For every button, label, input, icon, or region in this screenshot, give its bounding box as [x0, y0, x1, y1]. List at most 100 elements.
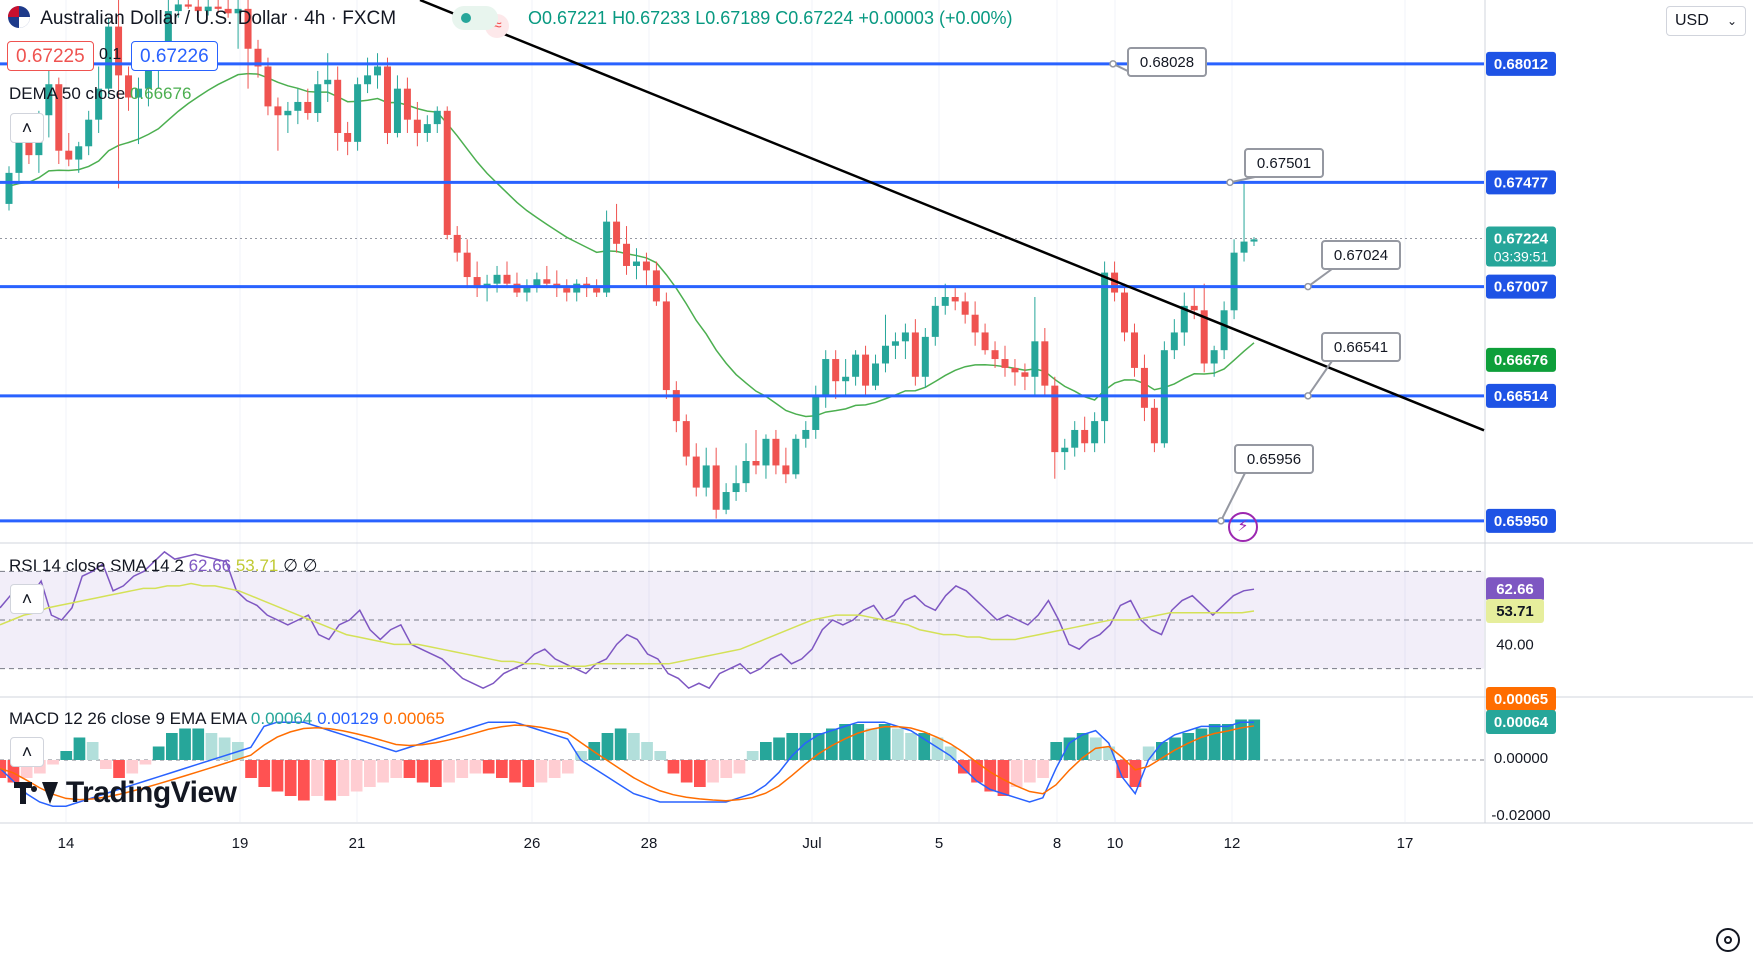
- macd-histogram-bar: [1037, 760, 1049, 778]
- tradingview-logo: TradingView: [14, 776, 237, 810]
- callout-anchor: [1109, 60, 1117, 68]
- macd-histogram-bar: [746, 751, 759, 760]
- macd-histogram-bar: [720, 760, 733, 778]
- candle-body: [55, 84, 63, 151]
- alert-flash-icon[interactable]: ⚡: [1228, 512, 1258, 542]
- status-icons[interactable]: ≈: [452, 6, 510, 38]
- macd-histogram-bar: [482, 760, 495, 774]
- time-tick-label: Jul: [802, 835, 821, 852]
- macd-histogram-bar: [1116, 760, 1129, 778]
- candle-body: [1041, 341, 1049, 386]
- candle-body: [762, 438, 770, 466]
- dema-legend[interactable]: DEMA 50 close 0.66676: [9, 84, 191, 104]
- price-axis-label: 0.67477: [1494, 174, 1548, 191]
- macd-histogram-bar: [390, 760, 403, 778]
- macd-histogram-bar: [311, 760, 323, 796]
- macd-histogram-bar: [548, 760, 561, 778]
- candle-body: [184, 4, 192, 7]
- collapse-macd-button[interactable]: ˄: [10, 737, 44, 767]
- logo-text: TradingView: [65, 776, 237, 809]
- market-status-icon[interactable]: [452, 6, 498, 30]
- candle-body: [1170, 332, 1178, 351]
- candle-body: [105, 26, 113, 89]
- dema-label: DEMA 50 close: [9, 84, 126, 103]
- collapse-main-button[interactable]: ˄: [10, 113, 44, 143]
- callout-label: 0.66541: [1334, 339, 1388, 356]
- sell-button[interactable]: 0.67225: [7, 41, 94, 71]
- macd-histogram-bar: [1235, 719, 1247, 760]
- candle-body: [802, 429, 810, 439]
- macd-histogram-bar: [139, 760, 152, 765]
- candle-body: [453, 234, 461, 253]
- candle-body: [383, 66, 391, 133]
- callout-box: [1127, 47, 1207, 77]
- macd-histogram-bar: [496, 760, 508, 778]
- macd-signal-value: 0.00065: [383, 709, 445, 728]
- candle-body: [503, 274, 511, 284]
- candle-body: [304, 101, 312, 114]
- callout-label: 0.65956: [1247, 451, 1301, 468]
- rsi-legend[interactable]: RSI 14 close SMA 14 2 62.66 53.71 ∅ ∅: [9, 556, 317, 576]
- levels-group: [0, 62, 1484, 523]
- candle-body: [85, 119, 93, 147]
- candle-body: [1240, 241, 1248, 253]
- macd-histogram-bar: [760, 742, 772, 760]
- symbol-header[interactable]: Australian Dollar / U.S. Dollar · 4h · F…: [8, 6, 396, 30]
- macd-histogram-bar: [707, 760, 719, 783]
- chevron-up-icon: ˄: [21, 589, 33, 609]
- macd-histogram-bar: [1063, 737, 1076, 760]
- time-tick-label: 19: [232, 835, 249, 852]
- candle-body: [782, 465, 790, 475]
- macd-histogram-bar: [258, 760, 271, 787]
- time-tick-label: 14: [58, 835, 75, 852]
- time-tick-label: 26: [524, 835, 541, 852]
- collapse-rsi-button[interactable]: ˄: [10, 584, 44, 614]
- candle-body: [563, 288, 571, 293]
- macd-histogram-bar: [7, 760, 20, 783]
- candle-body: [842, 376, 850, 382]
- candle-body: [344, 132, 352, 142]
- currency-selector[interactable]: USD ⌄: [1666, 6, 1746, 36]
- candle-body: [164, 11, 172, 56]
- candle-body: [473, 277, 481, 289]
- macd-histogram-bar: [1103, 746, 1115, 760]
- macd-histogram-bar: [628, 733, 640, 760]
- rsi-sma-line: [0, 582, 1255, 667]
- tv-logo-icon: [14, 782, 58, 804]
- macd-histogram-bar: [179, 728, 191, 760]
- time-tick-label: 21: [349, 835, 366, 852]
- candle-body: [115, 26, 123, 76]
- rsi-axis-label: 62.66: [1496, 581, 1534, 598]
- candle-body: [822, 359, 830, 395]
- candle-body: [1001, 359, 1009, 368]
- macd-histogram-bar: [892, 728, 904, 760]
- spread-value: 0.1: [99, 46, 122, 63]
- callout-anchor: [1226, 178, 1234, 187]
- macd-histogram-bar: [535, 760, 548, 783]
- macd-histogram-bar: [905, 733, 917, 760]
- price-axis-badge: [1486, 274, 1556, 299]
- price-axis-label: 0.67007: [1494, 279, 1548, 296]
- macd-histogram-bar: [100, 760, 112, 769]
- settings-gear-icon[interactable]: [1716, 928, 1740, 952]
- candle-body: [852, 354, 860, 377]
- macd-legend[interactable]: MACD 12 26 close 9 EMA EMA 0.00064 0.001…: [9, 709, 445, 729]
- macd-axis-label: 0.00065: [1494, 691, 1548, 708]
- callout-label: 0.67024: [1334, 247, 1388, 264]
- candle-body: [891, 341, 899, 346]
- macd-histogram-bar: [614, 728, 627, 760]
- candle-body: [95, 88, 103, 120]
- macd-group: [0, 719, 1484, 807]
- macd-histogram-bar: [20, 760, 33, 778]
- callout-box: [1234, 444, 1314, 474]
- macd-histogram-bar: [958, 760, 970, 774]
- candle-body: [274, 106, 282, 116]
- macd-histogram-bar: [931, 737, 944, 760]
- close-value: C0.67224: [775, 8, 854, 28]
- callout-box: [1321, 240, 1401, 270]
- candle-body: [1091, 421, 1099, 444]
- buy-button[interactable]: 0.67226: [131, 41, 218, 71]
- rsi-axis-label: 40.00: [1496, 636, 1534, 653]
- candle-body: [1200, 310, 1208, 364]
